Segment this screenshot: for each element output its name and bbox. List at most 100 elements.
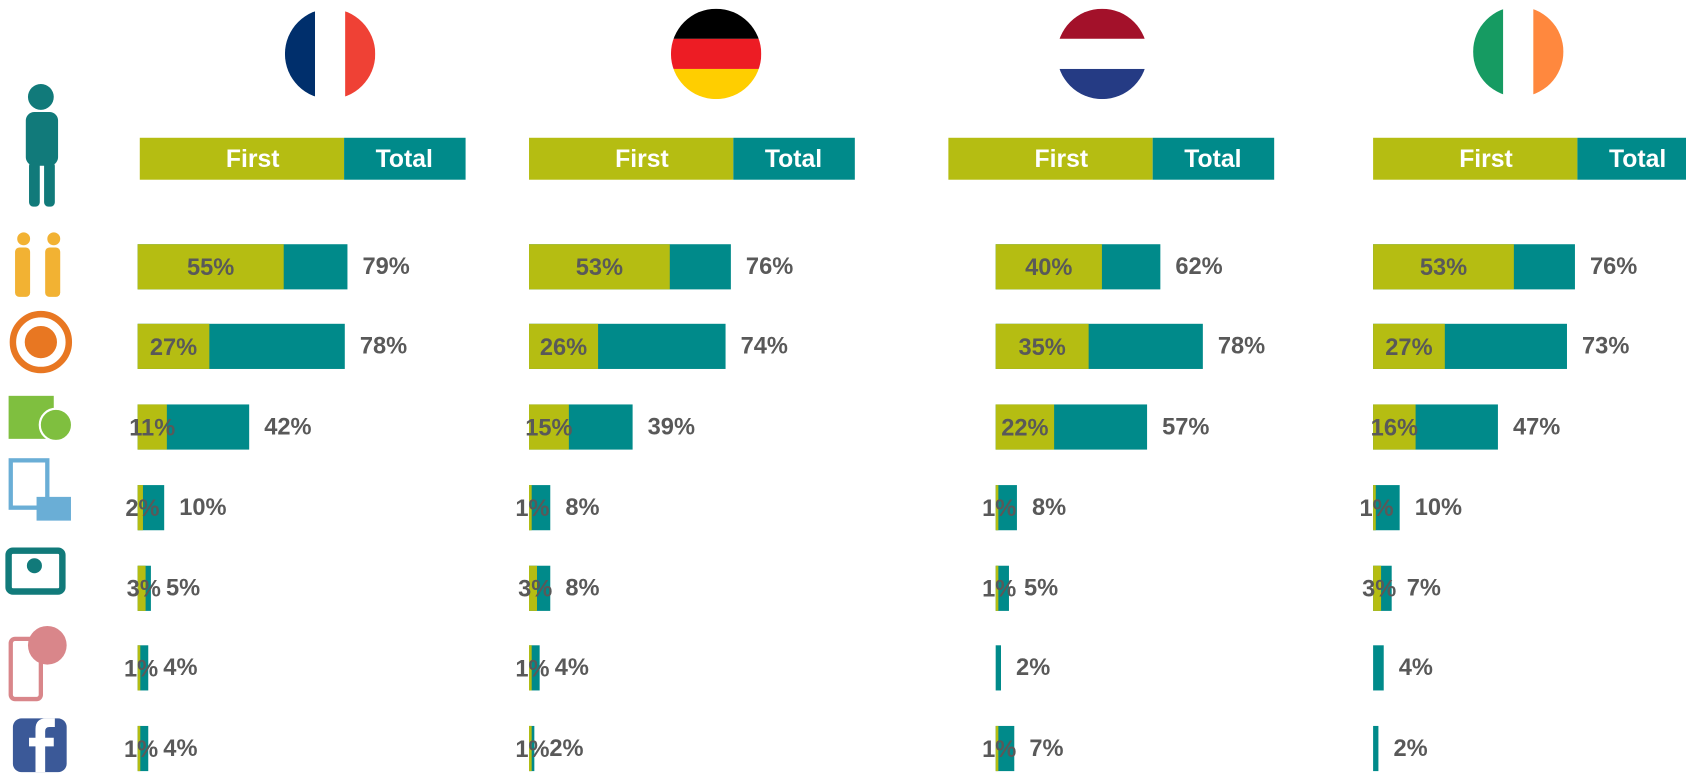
- icons: [5, 84, 74, 773]
- first-bar: [529, 404, 569, 450]
- total-value-label: 76%: [1590, 254, 1637, 280]
- total-value-label: 2%: [1393, 736, 1427, 762]
- first-value-label: 3%: [518, 577, 552, 603]
- first-value-label: 1%: [1359, 496, 1393, 522]
- first-bar: [995, 565, 999, 611]
- first-bar: [529, 645, 532, 691]
- legend-swatch: [529, 137, 734, 180]
- first-value-label: 1%: [515, 656, 549, 682]
- total-value-label: 5%: [166, 576, 200, 602]
- first-value-label: 1%: [982, 577, 1016, 603]
- total-value-label: 4%: [1399, 655, 1433, 681]
- total-value-label: 79%: [363, 254, 410, 280]
- first-bar: [1373, 323, 1445, 369]
- total-value-label: 74%: [741, 334, 788, 360]
- first-value-label: 1%: [982, 737, 1016, 763]
- first-value-label: 53%: [576, 255, 623, 281]
- legend-label: Total: [1609, 146, 1666, 173]
- legend-swatch: [733, 137, 855, 180]
- legend-swatch: [1577, 137, 1686, 180]
- first-bar: [137, 565, 146, 611]
- total-value-label: 2%: [549, 736, 583, 762]
- legend-swatch: [139, 137, 345, 180]
- first-bar: [137, 645, 141, 691]
- total-value-label: 73%: [1582, 334, 1629, 360]
- first-value-label: 11%: [129, 415, 175, 441]
- total-value-label: 10%: [179, 495, 226, 521]
- total-value-label: 42%: [264, 414, 311, 440]
- first-bar: [137, 485, 143, 531]
- first-bar: [529, 244, 670, 290]
- first-bar: [529, 323, 599, 369]
- total-value-label: 8%: [565, 576, 599, 602]
- first-value-label: 16%: [1371, 415, 1418, 441]
- first-value-label: 2%: [125, 496, 159, 522]
- first-bar: [995, 725, 999, 772]
- first-value-label: 40%: [1025, 255, 1072, 281]
- total-value-label: 10%: [1415, 495, 1462, 521]
- first-bar: [1373, 565, 1382, 611]
- total-value-label: 8%: [1032, 495, 1066, 521]
- first-bar: [995, 244, 1102, 290]
- first-value-label: 27%: [150, 335, 197, 361]
- legend-swatch: [344, 137, 466, 180]
- total-value-label: 78%: [1218, 334, 1265, 360]
- total-bar: [995, 725, 1015, 772]
- flag-germany: [670, 8, 762, 100]
- total-value-label: 2%: [1016, 655, 1050, 681]
- first-value-label: 1%: [515, 496, 549, 522]
- first-value-label: 3%: [127, 577, 161, 603]
- first-bar: [529, 565, 537, 611]
- total-bar: [1373, 645, 1384, 691]
- total-value-label: 78%: [360, 334, 407, 360]
- total-bar: [529, 485, 551, 531]
- first-value-label: 27%: [1385, 335, 1432, 361]
- first-bar: [137, 244, 284, 290]
- first-bar: [529, 725, 532, 772]
- first-bar: [1373, 485, 1376, 531]
- first-bar: [995, 323, 1089, 369]
- total-value-label: 4%: [163, 655, 197, 681]
- legend-label: Total: [376, 146, 433, 173]
- total-value-label: 4%: [555, 655, 589, 681]
- legend-label: First: [615, 146, 669, 173]
- total-value-label: 7%: [1029, 736, 1063, 762]
- first-value-label: 15%: [525, 415, 572, 441]
- flag-ireland: [1473, 6, 1564, 97]
- first-value-label: 55%: [187, 255, 234, 281]
- total-value-label: 57%: [1162, 414, 1209, 440]
- legend-swatch: [1373, 137, 1578, 180]
- total-value-label: 7%: [1407, 576, 1441, 602]
- first-value-label: 3%: [1362, 577, 1396, 603]
- first-value-label: 1%: [515, 737, 549, 763]
- first-bar: [137, 725, 141, 772]
- first-bar: [137, 404, 167, 450]
- first-bar: [137, 323, 210, 369]
- legend-swatch: [948, 137, 1153, 180]
- total-bar: [137, 725, 149, 772]
- legend-label: First: [1034, 146, 1088, 173]
- legend-label: First: [1459, 146, 1513, 173]
- flag-france: [284, 8, 376, 100]
- total-bar: [1373, 725, 1379, 772]
- first-value-label: 26%: [540, 335, 587, 361]
- total-bar: [1373, 485, 1400, 531]
- first-bar: [529, 485, 532, 531]
- total-bar: [529, 645, 540, 691]
- flag-netherlands: [1056, 8, 1148, 100]
- total-value-label: 47%: [1513, 414, 1560, 440]
- first-bar: [1373, 404, 1416, 450]
- first-value-label: 22%: [1001, 415, 1048, 441]
- total-value-label: 62%: [1175, 254, 1222, 280]
- total-value-label: 39%: [648, 414, 695, 440]
- total-value-label: 76%: [746, 254, 793, 280]
- total-value-label: 4%: [163, 736, 197, 762]
- first-value-label: 1%: [124, 737, 158, 763]
- first-bar: [1373, 244, 1514, 290]
- total-bar: [995, 485, 1017, 531]
- first-value-label: 35%: [1019, 335, 1066, 361]
- first-bar: [995, 404, 1055, 450]
- total-value-label: 8%: [565, 495, 599, 521]
- legend-label: Total: [1184, 146, 1241, 173]
- first-bar: [995, 485, 999, 531]
